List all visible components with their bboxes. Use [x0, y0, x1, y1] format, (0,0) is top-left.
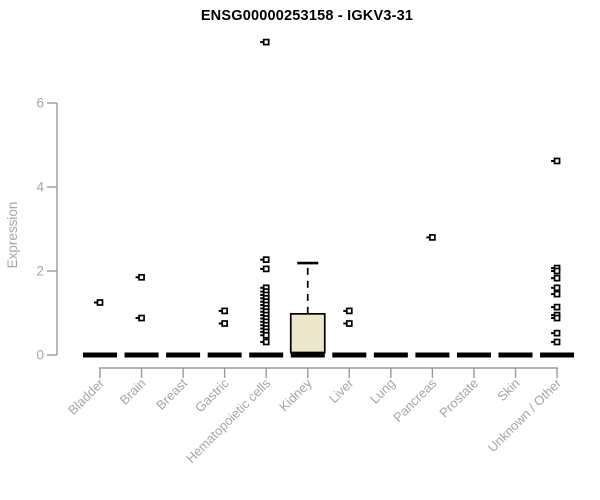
zero-box-lung	[373, 352, 408, 358]
zero-box-breast	[166, 352, 201, 358]
category-label-liver: Liver	[326, 375, 357, 406]
outlier-hematopoietic-cells-dash	[260, 267, 264, 270]
category-label-breast: Breast	[153, 375, 190, 412]
outlier-hematopoietic-cells	[262, 38, 270, 46]
outlier-unknown-other-dash	[551, 317, 555, 320]
zero-box-gastric	[207, 352, 242, 358]
outlier-pancreas-dash	[426, 236, 430, 239]
outlier-hematopoietic-cells	[262, 331, 270, 339]
category-label-brain: Brain	[117, 376, 149, 408]
outlier-unknown-other-dash	[551, 340, 555, 343]
outlier-hematopoietic-cells-dash	[260, 334, 264, 337]
outlier-unknown-other	[553, 157, 561, 165]
outlier-bladder-dash	[94, 301, 98, 304]
outlier-unknown-other	[553, 284, 561, 292]
outlier-unknown-other-dash	[551, 293, 555, 296]
outlier-unknown-other-dash	[551, 159, 555, 162]
zero-box-hematopoietic-cells	[249, 352, 284, 358]
zero-box-unknown-other	[540, 352, 575, 358]
outlier-unknown-other	[553, 290, 561, 298]
outlier-brain-dash	[135, 317, 139, 320]
outlier-gastric	[221, 320, 228, 327]
outlier-unknown-other-dash	[551, 286, 555, 289]
outlier-hematopoietic-cells-dash	[260, 286, 264, 289]
median-bar-kidney	[290, 352, 325, 358]
outlier-unknown-other-dash	[551, 332, 555, 335]
outlier-hematopoietic-cells-dash	[260, 317, 264, 320]
outlier-hematopoietic-cells-dash	[260, 320, 264, 323]
category-label-kidney: Kidney	[276, 375, 315, 414]
zero-box-liver	[332, 352, 367, 358]
outlier-hematopoietic-cells-dash	[260, 327, 264, 330]
outlier-hematopoietic-cells-dash	[260, 307, 264, 310]
y-tick-label: 4	[36, 180, 44, 195]
outlier-unknown-other-dash	[551, 277, 555, 280]
outlier-hematopoietic-cells-dash	[260, 290, 264, 293]
outlier-brain	[138, 314, 145, 322]
outlier-unknown-other	[553, 329, 561, 337]
category-label-prostate: Prostate	[436, 376, 481, 421]
outlier-liver	[345, 307, 353, 315]
outlier-hematopoietic-cells-dash	[260, 297, 264, 300]
outlier-hematopoietic-cells-dash	[260, 300, 264, 303]
zero-box-prostate	[456, 352, 491, 358]
zero-box-skin	[498, 352, 533, 358]
zero-box-brain	[124, 352, 159, 358]
outlier-unknown-other	[553, 338, 561, 346]
outlier-hematopoietic-cells	[262, 265, 270, 273]
outlier-gastric-dash	[218, 322, 222, 325]
y-tick-label: 6	[36, 96, 44, 111]
outlier-hematopoietic-cells-dash	[260, 330, 264, 333]
outlier-hematopoietic-cells-dash	[260, 293, 264, 296]
outlier-unknown-other	[553, 267, 561, 275]
outlier-unknown-other	[553, 314, 561, 322]
outlier-unknown-other-dash	[551, 306, 555, 309]
outlier-hematopoietic-cells-dash	[260, 41, 264, 44]
y-tick-label: 2	[36, 264, 44, 279]
outlier-unknown-other-dash	[551, 270, 555, 272]
category-label-skin: Skin	[494, 376, 522, 404]
outlier-gastric	[221, 307, 228, 315]
outlier-unknown-other	[553, 274, 561, 282]
outlier-brain-dash	[135, 276, 139, 279]
outlier-unknown-other-dash	[551, 314, 555, 317]
outlier-bladder	[96, 299, 104, 306]
zero-box-pancreas	[415, 352, 450, 358]
outlier-hematopoietic-cells-dash	[260, 258, 264, 261]
outlier-pancreas	[429, 234, 436, 241]
outlier-gastric-dash	[218, 309, 222, 312]
outlier-liver	[345, 320, 353, 327]
outlier-hematopoietic-cells-dash	[260, 304, 264, 307]
outlier-hematopoietic-cells-dash	[260, 340, 264, 343]
outlier-liver-dash	[343, 322, 347, 325]
outlier-hematopoietic-cells-dash	[260, 310, 264, 313]
outlier-hematopoietic-cells-dash	[260, 324, 264, 327]
outlier-hematopoietic-cells	[262, 256, 270, 264]
category-label-gastric: Gastric	[192, 375, 232, 415]
box-kidney	[289, 312, 326, 354]
zero-box-bladder	[83, 352, 117, 358]
category-label-pancreas: Pancreas	[390, 375, 440, 425]
chart-title: ENSG00000253158 - IGKV3-31	[200, 8, 414, 24]
outlier-liver-dash	[343, 309, 347, 312]
outlier-hematopoietic-cells-dash	[260, 314, 264, 317]
y-tick-label: 0	[36, 348, 44, 363]
outlier-hematopoietic-cells	[262, 338, 270, 346]
category-label-bladder: Bladder	[65, 375, 108, 418]
outlier-brain	[138, 273, 145, 281]
outlier-unknown-other	[553, 303, 561, 311]
y-axis-title: Expression	[5, 202, 20, 269]
category-label-lung: Lung	[367, 376, 398, 407]
outlier-unknown-other-dash	[551, 267, 555, 270]
category-label-unknown-other: Unknown / Other	[485, 375, 565, 455]
